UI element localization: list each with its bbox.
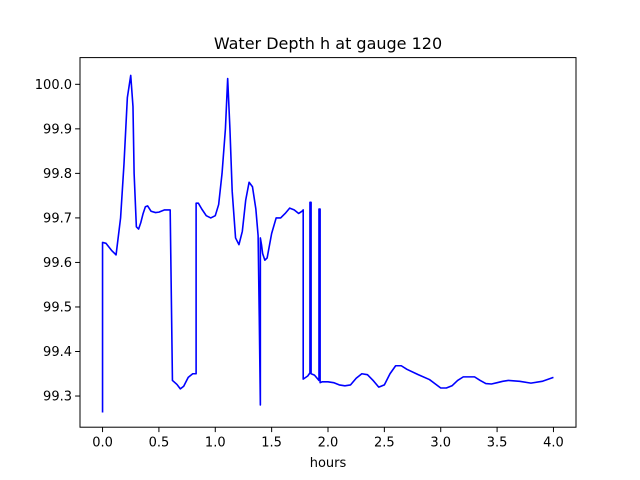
y-tick-label: 99.8 xyxy=(43,167,72,182)
x-tick-label: 0.5 xyxy=(149,436,170,451)
x-tick-label: 0.0 xyxy=(92,436,113,451)
x-axis-label: hours xyxy=(310,456,347,471)
y-tick-label: 99.6 xyxy=(43,256,72,271)
x-tick-label: 3.5 xyxy=(487,436,508,451)
series-line-1 xyxy=(101,74,554,413)
y-tick-label: 99.4 xyxy=(43,345,72,360)
y-tick-label: 100.0 xyxy=(35,78,72,93)
x-tick-label: 1.0 xyxy=(205,436,226,451)
x-tick-label: 4.0 xyxy=(543,436,564,451)
x-tick-label: 2.0 xyxy=(318,436,339,451)
y-tick-label: 99.9 xyxy=(43,122,72,137)
y-tick-label: 99.7 xyxy=(43,211,72,226)
x-tick-label: 2.5 xyxy=(374,436,395,451)
y-tick-label: 99.3 xyxy=(43,390,72,405)
x-tick-label: 3.0 xyxy=(430,436,451,451)
y-tick-label: 99.5 xyxy=(43,300,72,315)
chart-title: Water Depth h at gauge 120 xyxy=(214,34,442,53)
plot-area xyxy=(101,74,554,413)
x-tick-label: 1.5 xyxy=(261,436,282,451)
